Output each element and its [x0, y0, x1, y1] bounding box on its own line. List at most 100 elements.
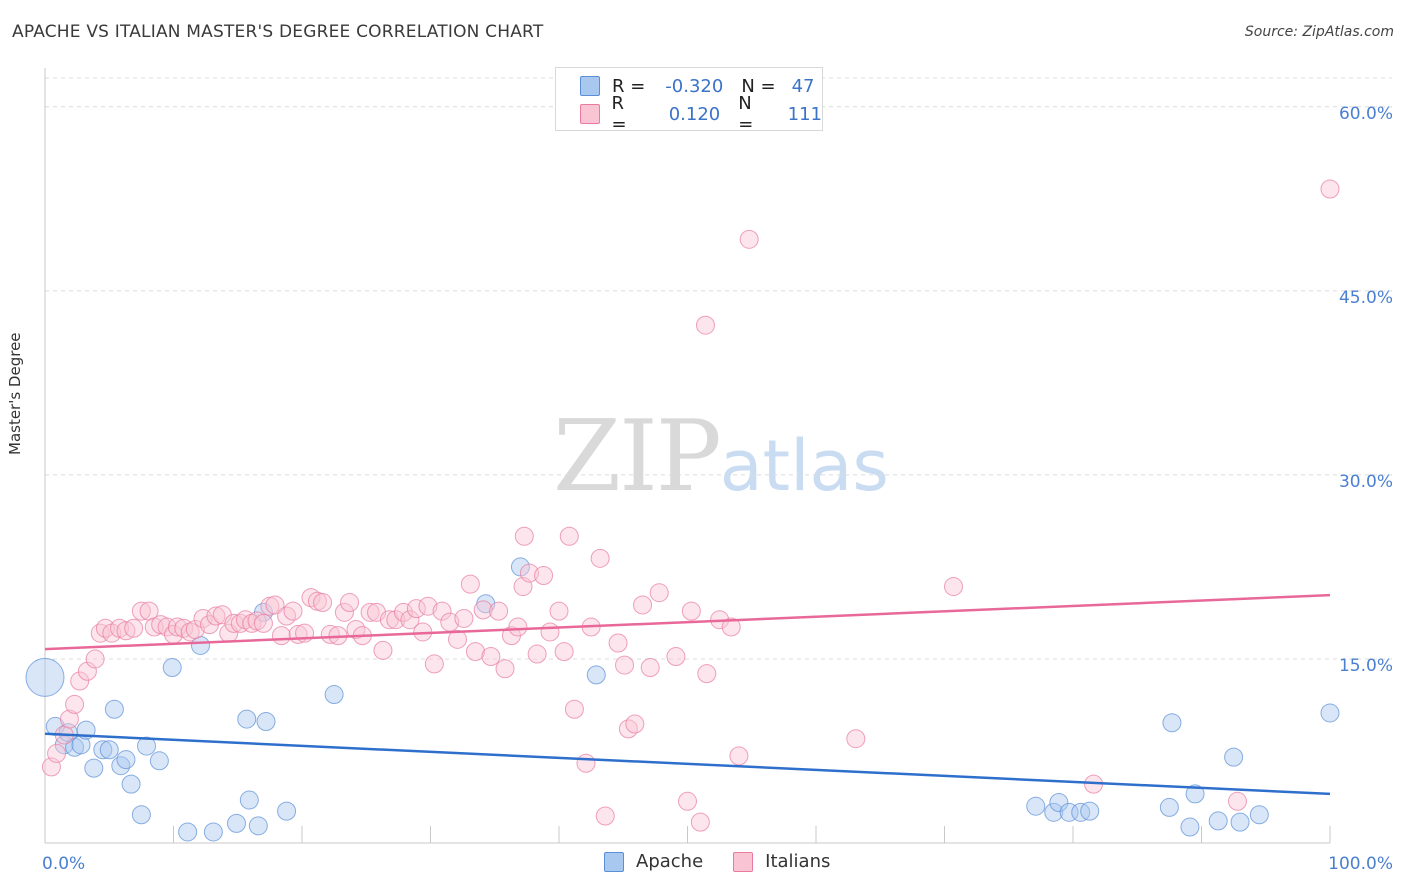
- point-italians: [618, 719, 638, 739]
- point-apache: [1044, 802, 1064, 822]
- legend-swatch-apache: [580, 76, 600, 96]
- point-apache: [137, 736, 157, 756]
- trendline-apache: [44, 732, 1331, 796]
- point-italians: [47, 743, 67, 763]
- point-italians: [690, 812, 710, 832]
- point-apache: [93, 740, 113, 760]
- point-italians: [253, 613, 273, 633]
- point-apache: [1208, 811, 1228, 831]
- point-italians: [334, 602, 354, 622]
- legend-r-value-italians: 0.120: [668, 103, 721, 125]
- point-italians: [432, 601, 452, 621]
- point-italians: [185, 620, 205, 640]
- point-italians: [394, 602, 414, 622]
- watermark-atlas: atlas: [719, 425, 889, 507]
- point-italians: [460, 574, 480, 594]
- point-italians: [549, 601, 569, 621]
- point-apache: [256, 712, 276, 732]
- point-apache: [25, 657, 65, 697]
- point-italians: [576, 753, 596, 773]
- legend-row-apache: R = -0.320 N = 47: [580, 74, 815, 98]
- point-italians: [85, 649, 105, 669]
- series-legend: Apache Italians: [604, 851, 860, 872]
- point-italians: [1320, 179, 1340, 199]
- point-apache: [324, 685, 344, 705]
- point-apache: [149, 751, 169, 771]
- point-italians: [678, 791, 697, 811]
- point-italians: [116, 621, 136, 641]
- point-italians: [95, 618, 115, 638]
- point-italians: [508, 617, 528, 637]
- point-italians: [595, 806, 615, 826]
- point-apache: [1026, 796, 1046, 816]
- point-italians: [360, 602, 380, 622]
- series-label-apache: Apache: [636, 851, 704, 872]
- point-italians: [131, 601, 151, 621]
- point-italians: [495, 659, 515, 679]
- chart-title: APACHE VS ITALIAN MASTER'S DEGREE CORREL…: [12, 22, 544, 42]
- point-italians: [447, 629, 467, 649]
- point-italians: [608, 633, 628, 653]
- series-swatch-apache: [604, 851, 624, 872]
- y-tick-label: 60.0%: [1339, 104, 1393, 124]
- point-italians: [320, 624, 340, 644]
- point-italians: [640, 658, 660, 678]
- y-tick-label: 45.0%: [1339, 288, 1393, 308]
- point-apache: [131, 805, 151, 825]
- legend-n-value-apache: 47: [791, 75, 815, 97]
- point-italians: [206, 606, 226, 626]
- point-italians: [465, 642, 485, 662]
- x-tick-label-min: 0.0%: [42, 854, 85, 874]
- point-apache: [226, 813, 246, 833]
- point-italians: [489, 601, 509, 621]
- point-italians: [406, 599, 426, 619]
- y-tick-label: 30.0%: [1339, 472, 1393, 492]
- point-italians: [473, 600, 493, 620]
- point-apache: [1159, 797, 1179, 817]
- point-italians: [180, 622, 200, 642]
- point-apache: [104, 699, 124, 719]
- point-italians: [846, 729, 866, 749]
- point-italians: [59, 709, 79, 729]
- y-tick-label: 15.0%: [1339, 656, 1393, 676]
- legend-n-label: N =: [738, 93, 754, 135]
- point-italians: [681, 601, 701, 621]
- point-apache: [111, 756, 131, 776]
- point-apache: [237, 709, 257, 729]
- point-italians: [386, 610, 406, 630]
- point-italians: [454, 608, 474, 628]
- point-italians: [697, 664, 717, 684]
- point-italians: [313, 593, 333, 613]
- point-italians: [666, 646, 686, 666]
- point-apache: [1080, 801, 1100, 821]
- point-italians: [649, 583, 669, 603]
- point-italians: [739, 229, 759, 249]
- point-italians: [625, 714, 645, 734]
- point-italians: [340, 593, 360, 613]
- point-apache: [203, 822, 223, 842]
- point-italians: [481, 646, 501, 666]
- point-apache: [99, 740, 119, 760]
- watermark-zip: ZIP: [553, 400, 722, 514]
- point-italians: [564, 699, 584, 719]
- point-apache: [1180, 817, 1200, 837]
- point-italians: [283, 601, 303, 621]
- legend-r-label: R =: [612, 75, 646, 97]
- point-italians: [527, 644, 547, 664]
- point-italians: [70, 671, 90, 691]
- point-apache: [84, 758, 104, 778]
- point-italians: [729, 746, 749, 766]
- series-legend-italians[interactable]: Italians: [733, 851, 830, 872]
- series-legend-apache[interactable]: Apache: [604, 851, 703, 872]
- point-italians: [615, 655, 635, 675]
- point-italians: [721, 617, 741, 637]
- series-swatch-italians: [733, 851, 754, 872]
- legend-row-italians: R = 0.120 N = 111: [580, 93, 822, 135]
- point-apache: [1249, 805, 1269, 825]
- legend-n-value-italians: 111: [787, 103, 822, 125]
- point-italians: [124, 618, 144, 638]
- point-italians: [695, 315, 715, 335]
- point-apache: [121, 774, 141, 794]
- x-tick-label-max: 100.0%: [1328, 854, 1393, 874]
